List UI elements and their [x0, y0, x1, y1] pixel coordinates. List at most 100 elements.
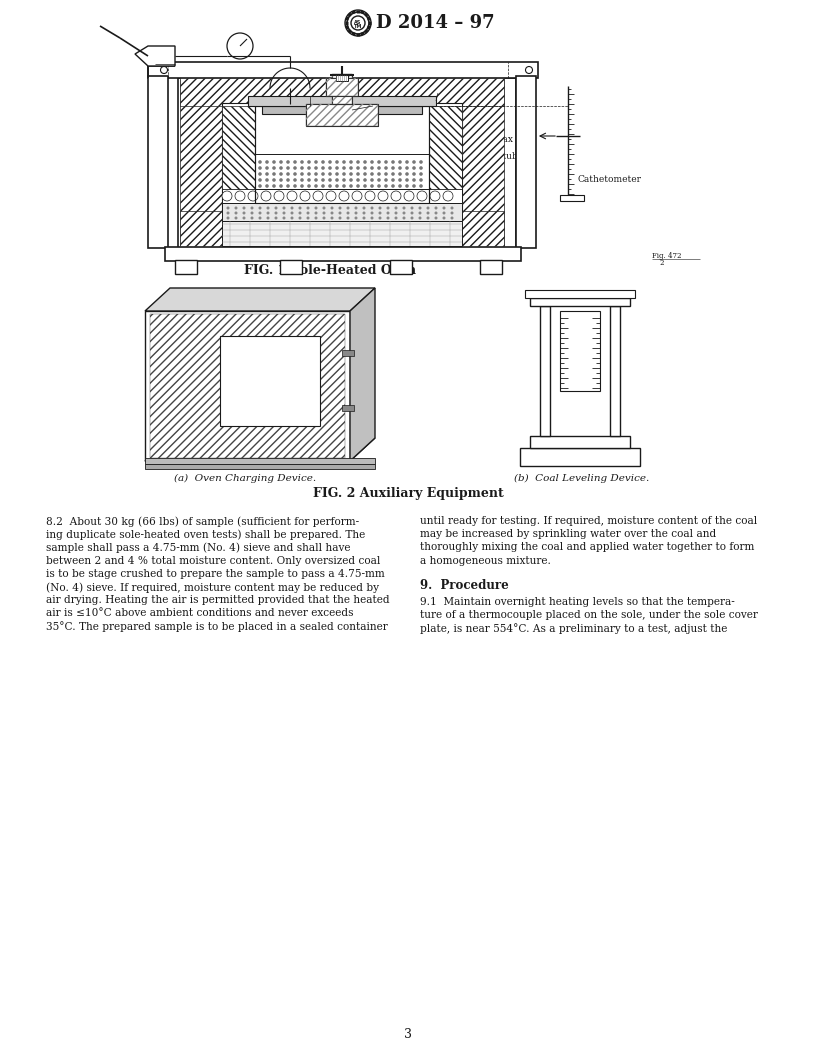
Circle shape [412, 178, 416, 182]
Circle shape [248, 191, 258, 201]
Circle shape [242, 207, 246, 209]
Circle shape [450, 216, 454, 220]
Circle shape [314, 161, 317, 164]
Circle shape [161, 67, 167, 74]
Text: AS: AS [354, 19, 361, 24]
Circle shape [258, 161, 262, 164]
Circle shape [365, 191, 375, 201]
Circle shape [258, 184, 262, 188]
Circle shape [307, 211, 309, 214]
Circle shape [387, 216, 389, 220]
Circle shape [307, 216, 309, 220]
Circle shape [328, 161, 332, 164]
Circle shape [379, 216, 382, 220]
Text: 9.  Procedure: 9. Procedure [420, 579, 508, 591]
Circle shape [299, 211, 301, 214]
Circle shape [258, 166, 262, 170]
Circle shape [363, 178, 367, 182]
Bar [248, 96, 436, 106]
Circle shape [377, 161, 381, 164]
Bar [255, 106, 429, 203]
Circle shape [267, 211, 269, 214]
Circle shape [417, 191, 427, 201]
Circle shape [307, 161, 311, 164]
Circle shape [443, 191, 453, 201]
Circle shape [227, 207, 229, 209]
Circle shape [299, 207, 301, 209]
Bar [336, 75, 348, 81]
Circle shape [349, 178, 353, 182]
Circle shape [322, 172, 325, 175]
Circle shape [330, 207, 334, 209]
Circle shape [391, 161, 395, 164]
Text: may be increased by sprinkling water over the coal and: may be increased by sprinkling water ove… [420, 529, 716, 540]
Circle shape [251, 211, 254, 214]
Text: sample shall pass a 4.75-mm (No. 4) sieve and shall have: sample shall pass a 4.75-mm (No. 4) siev… [46, 543, 351, 553]
Circle shape [251, 207, 254, 209]
Circle shape [349, 166, 353, 170]
Text: (No. 4) sieve. If required, moisture content may be reduced by: (No. 4) sieve. If required, moisture con… [46, 582, 379, 592]
Circle shape [370, 216, 374, 220]
Circle shape [293, 166, 297, 170]
Circle shape [419, 207, 422, 209]
Circle shape [384, 178, 388, 182]
Text: a homogeneous mixture.: a homogeneous mixture. [420, 555, 551, 566]
Circle shape [442, 216, 446, 220]
Circle shape [328, 178, 332, 182]
Circle shape [352, 191, 362, 201]
Circle shape [314, 216, 317, 220]
Circle shape [279, 184, 283, 188]
Circle shape [357, 184, 360, 188]
Bar [220, 336, 320, 426]
Circle shape [406, 166, 409, 170]
Circle shape [274, 207, 277, 209]
Circle shape [273, 178, 276, 182]
Circle shape [234, 211, 237, 214]
Circle shape [251, 216, 254, 220]
Circle shape [419, 178, 423, 182]
Circle shape [377, 178, 381, 182]
Text: Insulating brick: Insulating brick [259, 230, 331, 240]
Circle shape [398, 184, 401, 188]
Circle shape [242, 211, 246, 214]
Circle shape [279, 172, 283, 175]
Circle shape [406, 172, 409, 175]
Circle shape [314, 178, 317, 182]
Text: 8.2  About 30 kg (66 lbs) of sample (sufficient for perform-: 8.2 About 30 kg (66 lbs) of sample (suff… [46, 516, 359, 527]
Circle shape [377, 184, 381, 188]
Circle shape [347, 207, 349, 209]
Circle shape [370, 166, 374, 170]
Polygon shape [350, 288, 375, 461]
Bar [145, 458, 375, 464]
Circle shape [286, 184, 290, 188]
Text: D 2014 – 97: D 2014 – 97 [376, 14, 494, 32]
Circle shape [222, 191, 232, 201]
Circle shape [391, 166, 395, 170]
Bar [520, 448, 640, 466]
Text: Fireclay tile: Fireclay tile [440, 89, 495, 97]
Circle shape [265, 172, 268, 175]
Circle shape [314, 184, 317, 188]
Circle shape [265, 166, 268, 170]
Circle shape [287, 191, 297, 201]
Text: TM: TM [354, 23, 362, 29]
Bar [180, 78, 504, 106]
Circle shape [349, 172, 353, 175]
Circle shape [384, 161, 388, 164]
Circle shape [419, 166, 423, 170]
Circle shape [328, 172, 332, 175]
Circle shape [307, 178, 311, 182]
Circle shape [259, 207, 261, 209]
Bar [342, 406, 354, 411]
Circle shape [412, 184, 416, 188]
Circle shape [370, 211, 374, 214]
Text: (b)  Coal Leveling Device.: (b) Coal Leveling Device. [514, 473, 650, 483]
Circle shape [391, 184, 395, 188]
Circle shape [322, 211, 326, 214]
Circle shape [259, 216, 261, 220]
Circle shape [290, 216, 294, 220]
Text: Steel plate: Steel plate [263, 89, 313, 97]
Circle shape [273, 172, 276, 175]
Circle shape [300, 184, 304, 188]
Circle shape [335, 161, 339, 164]
